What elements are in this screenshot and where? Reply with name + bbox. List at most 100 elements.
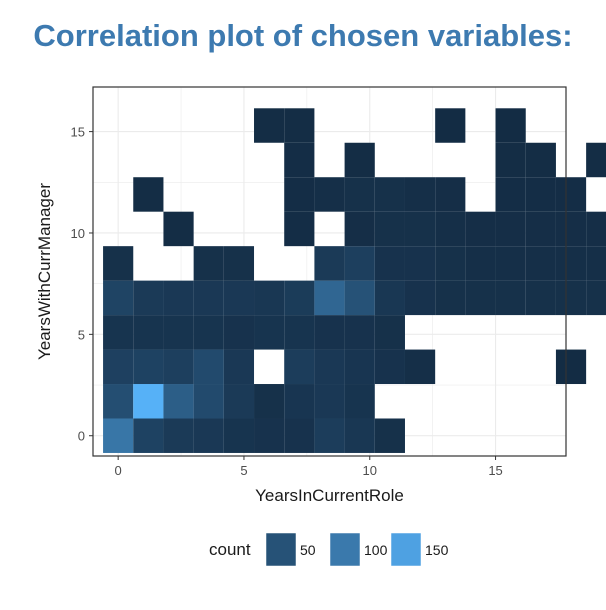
heatmap-cell — [344, 280, 375, 316]
x-tick-label: 15 — [488, 463, 502, 478]
heatmap-cell — [374, 211, 405, 247]
heatmap-cell — [193, 246, 224, 281]
heatmap-cell — [404, 211, 436, 247]
chart-title: Correlation plot of chosen variables: — [33, 18, 573, 53]
heatmap-cell — [555, 349, 587, 385]
heatmap-cell — [314, 384, 345, 419]
heatmap-cell — [495, 177, 526, 212]
heatmap-cell — [344, 418, 375, 453]
heatmap-cell — [435, 280, 466, 316]
heatmap-cell — [435, 211, 466, 247]
x-tick-label: 5 — [240, 463, 247, 478]
heatmap-cell — [193, 280, 224, 316]
heatmap-cell — [525, 177, 556, 212]
heatmap-cell — [103, 418, 134, 453]
heatmap-cell — [525, 280, 556, 316]
heatmap-cell — [586, 246, 606, 281]
heatmap-cell — [223, 418, 255, 453]
heatmap-cell — [344, 246, 375, 281]
heatmap-cell — [344, 177, 375, 212]
heatmap-cell — [404, 349, 436, 385]
legend-label: 100 — [364, 542, 388, 558]
heatmap-cell — [495, 142, 526, 178]
heatmap-cell — [586, 280, 606, 316]
heatmap-cell — [193, 384, 224, 419]
heatmap-cell — [314, 349, 345, 385]
heatmap-cell — [163, 211, 194, 247]
heatmap-cell — [404, 246, 436, 281]
heatmap-cell — [193, 349, 224, 385]
heatmap-cell — [586, 211, 606, 247]
heatmap-cell — [465, 246, 496, 281]
heatmap-cell — [314, 315, 345, 350]
heatmap-cell — [525, 211, 556, 247]
y-tick-label: 0 — [78, 429, 85, 444]
heatmap-cell — [435, 108, 466, 143]
heatmap-cell — [163, 280, 194, 316]
heatmap-cell — [284, 108, 315, 143]
heatmap-cell — [163, 418, 194, 453]
legend-key — [265, 532, 297, 567]
heatmap-cell — [163, 384, 194, 419]
heatmap-cell — [586, 142, 606, 178]
heatmap-cell — [374, 315, 405, 350]
y-axis-label: YearsWithCurrManager — [35, 183, 54, 360]
panel-border — [92, 86, 567, 457]
legend-key — [329, 532, 361, 567]
heatmap-cell — [374, 349, 405, 385]
heatmap-cell — [404, 177, 436, 212]
heatmap-cell — [103, 349, 134, 385]
heatmap-cell — [374, 177, 405, 212]
heatmap-cell — [223, 384, 255, 419]
heatmap-cell — [163, 349, 194, 385]
heatmap-cell — [344, 211, 375, 247]
heatmap-cell — [223, 349, 255, 385]
heatmap-cell — [254, 418, 285, 453]
legend-label: 50 — [300, 542, 316, 558]
heatmap-cell — [223, 246, 255, 281]
heatmap-cell — [133, 384, 164, 419]
x-tick-label: 0 — [115, 463, 122, 478]
heatmap-cell — [314, 246, 345, 281]
x-axis-label: YearsInCurrentRole — [255, 486, 404, 505]
heatmap-cell — [374, 246, 405, 281]
x-tick-label: 10 — [363, 463, 377, 478]
heatmap-cell — [223, 315, 255, 350]
heatmap-cell — [133, 315, 164, 350]
heatmap-cell — [404, 280, 436, 316]
heatmap-cell — [525, 246, 556, 281]
heatmap-cell — [314, 418, 345, 453]
heatmap-cell — [284, 211, 315, 247]
legend-key — [390, 532, 422, 567]
heatmap-cell — [284, 349, 315, 385]
heatmap-cell — [314, 177, 345, 212]
heatmap-cell — [103, 280, 134, 316]
heatmap-cell — [254, 280, 285, 316]
heatmap-cell — [555, 177, 587, 212]
heatmap-cell — [555, 211, 587, 247]
heatmap-cell — [555, 246, 587, 281]
heatmap-cell — [284, 384, 315, 419]
heatmap-cell — [495, 211, 526, 247]
legend-title: count — [209, 540, 251, 559]
y-tick-label: 5 — [78, 327, 85, 342]
heatmap-cell — [133, 177, 164, 212]
legend-label: 150 — [425, 542, 449, 558]
heatmap-cell — [254, 315, 285, 350]
heatmap-cell — [193, 418, 224, 453]
heatmap-cell — [193, 315, 224, 350]
heatmap-cell — [133, 280, 164, 316]
heatmap-cell — [374, 280, 405, 316]
heatmap-cell — [254, 108, 285, 143]
heatmap-cell — [254, 384, 285, 419]
heatmap-cell — [133, 418, 164, 453]
heatmap-cell — [284, 315, 315, 350]
heatmap-cell — [223, 280, 255, 316]
heatmap-cell — [103, 315, 134, 350]
heatmap-cell — [495, 108, 526, 143]
heatmap-cell — [284, 280, 315, 316]
heatmap-cell — [465, 211, 496, 247]
y-tick-label: 15 — [71, 125, 85, 140]
heatmap-cell — [525, 142, 556, 178]
